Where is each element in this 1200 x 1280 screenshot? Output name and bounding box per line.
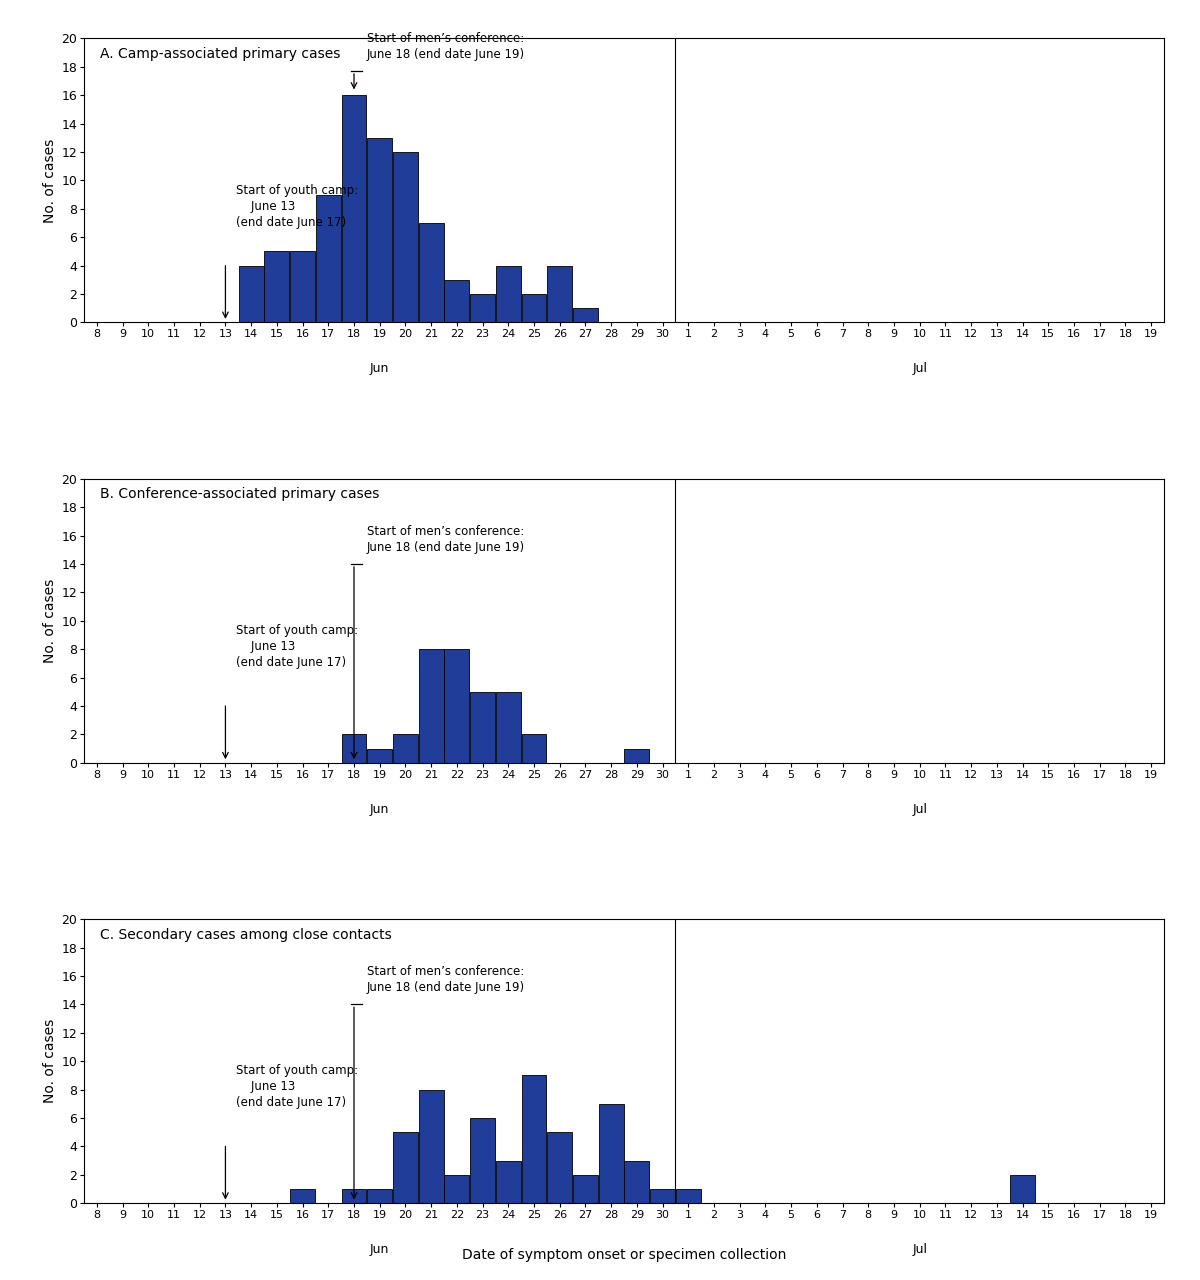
Bar (572, 308, 598, 323)
Bar (496, 266, 521, 323)
Bar (419, 223, 444, 323)
Y-axis label: No. of cases: No. of cases (43, 138, 58, 223)
Bar (547, 1133, 572, 1203)
Bar (547, 266, 572, 323)
Bar (624, 749, 649, 763)
Bar (392, 152, 418, 323)
Bar (572, 1175, 598, 1203)
Bar (650, 1189, 676, 1203)
Bar (367, 138, 392, 323)
Bar (316, 195, 341, 323)
Bar (470, 1117, 496, 1203)
Text: Jul: Jul (912, 803, 928, 815)
Bar (342, 95, 366, 323)
Bar (676, 1189, 701, 1203)
Text: B. Conference-associated primary cases: B. Conference-associated primary cases (101, 488, 379, 502)
Bar (599, 1103, 624, 1203)
Y-axis label: No. of cases: No. of cases (43, 579, 58, 663)
Bar (392, 1133, 418, 1203)
Bar (367, 749, 392, 763)
Text: Start of youth camp:
    June 13
(end date June 17): Start of youth camp: June 13 (end date J… (235, 183, 358, 229)
Bar (367, 1189, 392, 1203)
Text: Start of youth camp:
    June 13
(end date June 17): Start of youth camp: June 13 (end date J… (235, 623, 358, 669)
Bar (290, 1189, 316, 1203)
Bar (1010, 1175, 1036, 1203)
Bar (522, 735, 546, 763)
Bar (290, 251, 316, 323)
Bar (392, 735, 418, 763)
Bar (419, 1089, 444, 1203)
Text: A. Camp-associated primary cases: A. Camp-associated primary cases (101, 47, 341, 61)
Bar (496, 691, 521, 763)
Y-axis label: No. of cases: No. of cases (43, 1019, 58, 1103)
Bar (470, 294, 496, 323)
Bar (342, 735, 366, 763)
Bar (470, 691, 496, 763)
Bar (239, 266, 264, 323)
Text: C. Secondary cases among close contacts: C. Secondary cases among close contacts (101, 928, 392, 942)
Text: Jun: Jun (370, 362, 390, 375)
Text: Start of youth camp:
    June 13
(end date June 17): Start of youth camp: June 13 (end date J… (235, 1064, 358, 1110)
Bar (496, 1161, 521, 1203)
Text: Jun: Jun (370, 1243, 390, 1256)
Bar (522, 294, 546, 323)
Text: Start of men’s conference:
June 18 (end date June 19): Start of men’s conference: June 18 (end … (367, 32, 524, 61)
Bar (522, 1075, 546, 1203)
Bar (444, 649, 469, 763)
Text: Start of men’s conference:
June 18 (end date June 19): Start of men’s conference: June 18 (end … (367, 965, 524, 995)
Bar (624, 1161, 649, 1203)
Bar (419, 649, 444, 763)
Bar (444, 1175, 469, 1203)
Text: Start of men’s conference:
June 18 (end date June 19): Start of men’s conference: June 18 (end … (367, 525, 524, 554)
Text: Jul: Jul (912, 1243, 928, 1256)
X-axis label: Date of symptom onset or specimen collection: Date of symptom onset or specimen collec… (462, 1248, 786, 1262)
Text: Jul: Jul (912, 362, 928, 375)
Bar (444, 280, 469, 323)
Text: Jun: Jun (370, 803, 390, 815)
Bar (342, 1189, 366, 1203)
Bar (264, 251, 289, 323)
